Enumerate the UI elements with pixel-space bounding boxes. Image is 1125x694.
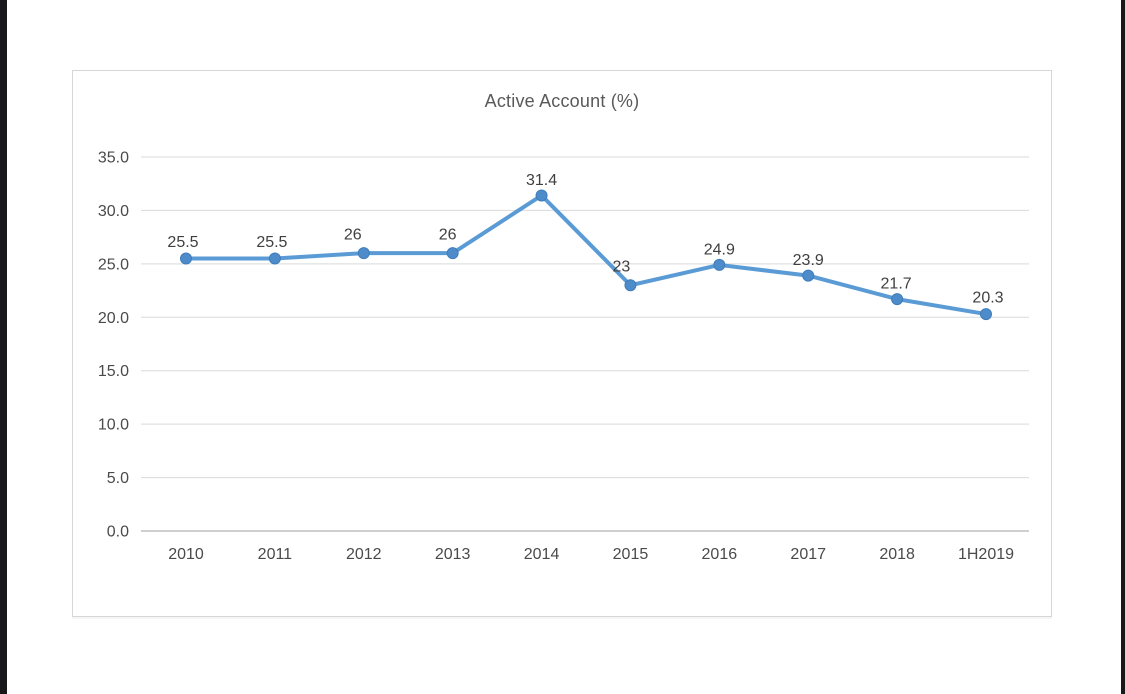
data-point-marker: [268, 252, 281, 265]
data-point-marker: [713, 258, 726, 271]
y-tick-label: 25.0: [98, 256, 129, 273]
x-axis-label: 2017: [790, 546, 826, 563]
y-tick-label: 5.0: [107, 470, 129, 487]
line-chart-plot: 35.0 30.0 25.0 20.0 15.0 10.0 5.0 0.0 2010 2011 20…: [98, 150, 1029, 563]
data-point-label: 26: [439, 227, 457, 244]
data-point-label: 23: [613, 259, 631, 276]
x-axis-label: 2011: [258, 546, 293, 563]
x-axis-label: 2016: [702, 546, 738, 563]
chart-panel: Active Account (%) 35.0 30.0 25.0 20.0 15.0 1…: [72, 70, 1052, 617]
x-axis-label: 2012: [346, 546, 382, 563]
x-axis-label: 2018: [879, 546, 915, 563]
series-line: [184, 193, 988, 317]
screen-left-edge-bar: [0, 0, 7, 694]
data-point-label: 21.7: [881, 276, 912, 293]
y-tick-label: 15.0: [98, 363, 129, 380]
x-axis-label: 2015: [613, 546, 649, 563]
y-tick-label: 30.0: [98, 203, 129, 220]
data-point-marker: [624, 279, 637, 292]
x-axis-label: 2010: [168, 546, 204, 563]
data-point-marker: [357, 247, 370, 260]
y-tick-label: 10.0: [98, 417, 129, 434]
x-axis-label: 1H2019: [958, 546, 1014, 563]
x-axis-label: 2013: [435, 546, 471, 563]
x-axis-label: 2014: [524, 546, 560, 563]
data-point-marker: [535, 189, 548, 202]
y-tick-label: 20.0: [98, 310, 129, 327]
data-point-marker: [802, 269, 815, 282]
chart-title: Active Account (%): [484, 91, 640, 111]
data-point-label: 20.3: [972, 290, 1003, 307]
data-point-marker: [980, 308, 992, 321]
data-point-label: 25.5: [256, 234, 287, 251]
y-tick-label: 0.0: [107, 524, 129, 541]
data-point-label: 31.4: [526, 172, 557, 189]
screen-right-edge-bar: [1121, 0, 1125, 694]
data-point-label: 23.9: [793, 252, 824, 269]
y-tick-label: 35.0: [98, 150, 129, 167]
data-point-label: 26: [344, 227, 362, 244]
data-point-label: 25.5: [167, 234, 198, 251]
data-point-label: 24.9: [704, 241, 735, 258]
data-point-marker: [446, 247, 459, 260]
data-point-marker: [180, 252, 192, 265]
data-point-marker: [891, 293, 904, 306]
